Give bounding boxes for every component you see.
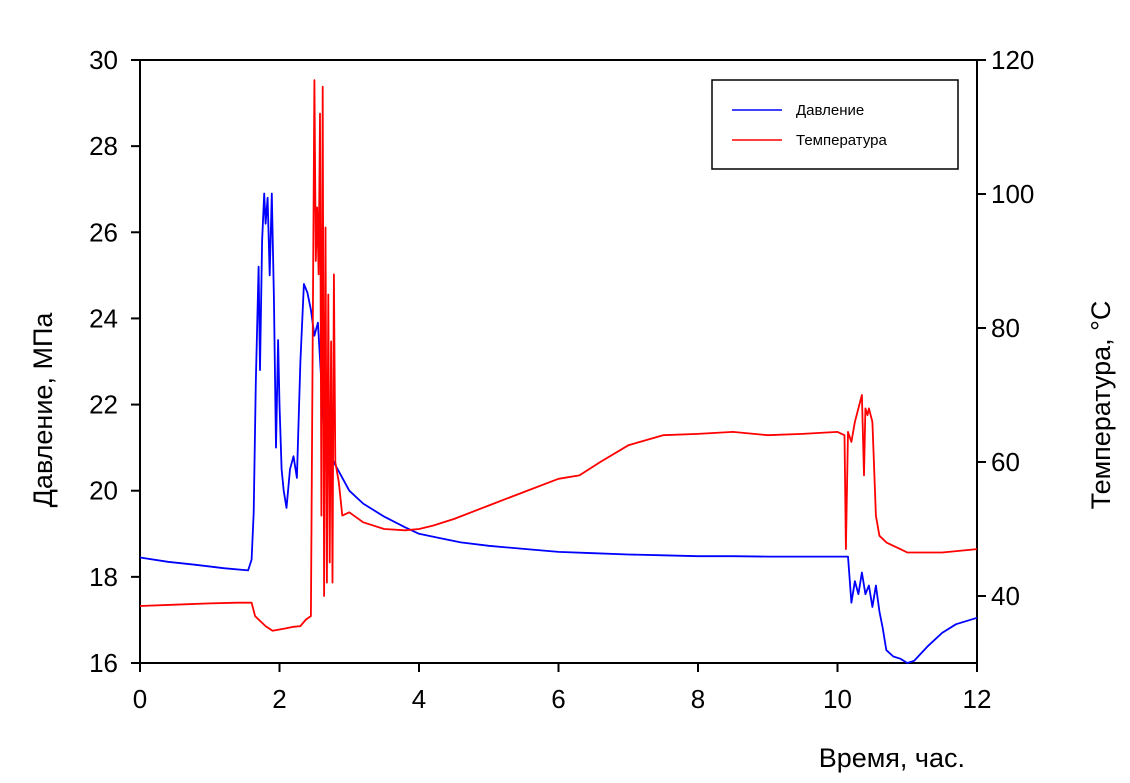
y-left-tick-label: 28 [89,131,118,161]
y-right-tick-label: 100 [991,179,1034,209]
y-right-tick-label: 80 [991,313,1020,343]
series-layer [139,79,978,664]
y-left-tick-label: 20 [89,476,118,506]
x-tick-label: 0 [133,684,147,714]
x-axis-title: Время, час. [819,743,965,773]
legend-box [711,79,959,170]
x-tick-label: 12 [963,684,992,714]
series-line-temperature [139,79,978,632]
y-left-tick-label: 24 [89,303,118,333]
y-right-tick-label: 40 [991,581,1020,611]
y-left-tick-label: 30 [89,45,118,75]
y-axis-left: 16 18 20 22 24 26 28 30 [89,45,140,678]
x-tick-label: 4 [412,684,426,714]
y-left-tick-label: 16 [89,648,118,678]
y-right-tick-label: 60 [991,447,1020,477]
y-left-tick-label: 22 [89,390,118,420]
x-tick-label: 6 [551,684,565,714]
x-tick-label: 8 [691,684,705,714]
legend: Давление Температура [711,79,959,170]
legend-label-temperature: Температура [796,132,888,149]
series-line-pressure [139,192,978,664]
x-tick-label: 2 [272,684,286,714]
y-axis-right: 40 60 80 100 120 [977,45,1034,611]
legend-label-pressure: Давление [796,102,864,119]
y-left-tick-label: 18 [89,562,118,592]
x-tick-label: 10 [823,684,852,714]
y-right-tick-label: 120 [991,45,1034,75]
x-axis: 0 2 4 6 8 10 12 [133,663,992,714]
y-axis-left-title: Давление, МПа [28,312,58,508]
y-axis-right-title: Температура, °C [1086,301,1116,510]
y-left-tick-label: 26 [89,217,118,247]
